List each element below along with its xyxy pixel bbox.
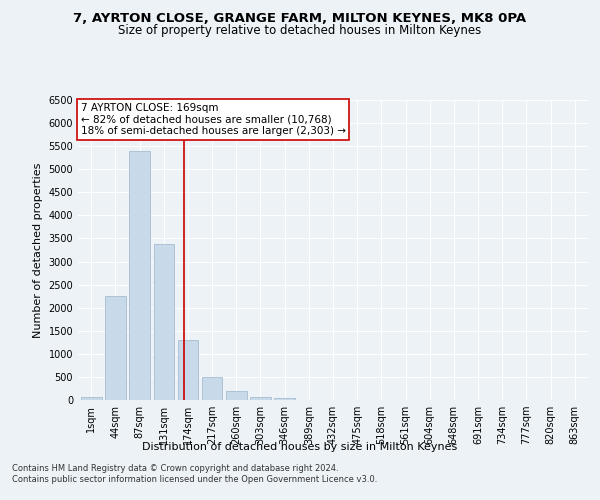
- Bar: [226, 392, 247, 400]
- Bar: [178, 340, 198, 400]
- Bar: [154, 244, 174, 400]
- Text: Distribution of detached houses by size in Milton Keynes: Distribution of detached houses by size …: [142, 442, 458, 452]
- Text: Contains public sector information licensed under the Open Government Licence v3: Contains public sector information licen…: [12, 475, 377, 484]
- Bar: [130, 151, 150, 400]
- Bar: [105, 296, 126, 400]
- Bar: [202, 378, 223, 400]
- Text: Size of property relative to detached houses in Milton Keynes: Size of property relative to detached ho…: [118, 24, 482, 37]
- Text: 7 AYRTON CLOSE: 169sqm
← 82% of detached houses are smaller (10,768)
18% of semi: 7 AYRTON CLOSE: 169sqm ← 82% of detached…: [80, 103, 346, 136]
- Bar: [274, 398, 295, 400]
- Bar: [250, 396, 271, 400]
- Text: Contains HM Land Registry data © Crown copyright and database right 2024.: Contains HM Land Registry data © Crown c…: [12, 464, 338, 473]
- Text: 7, AYRTON CLOSE, GRANGE FARM, MILTON KEYNES, MK8 0PA: 7, AYRTON CLOSE, GRANGE FARM, MILTON KEY…: [73, 12, 527, 26]
- Bar: [81, 396, 101, 400]
- Y-axis label: Number of detached properties: Number of detached properties: [33, 162, 43, 338]
